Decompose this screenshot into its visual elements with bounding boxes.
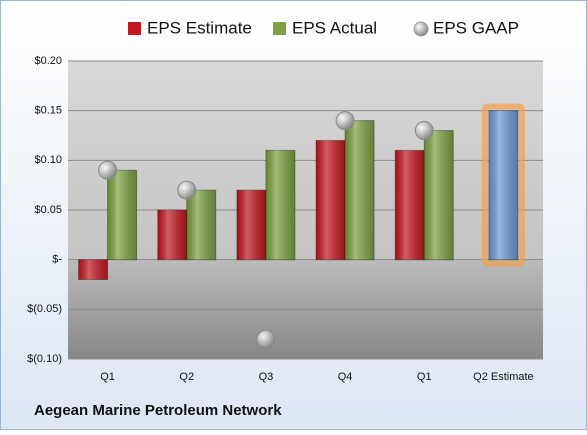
x-tick-label: Q4: [338, 371, 353, 383]
x-tick-label: Q1: [417, 371, 432, 383]
bar-shine: [186, 190, 216, 260]
y-tick-label: $(0.10): [27, 353, 62, 365]
point: [335, 111, 355, 131]
legend-marker: [413, 21, 429, 37]
y-tick-label: $0.10: [34, 154, 62, 166]
point: [256, 329, 276, 349]
bar-shine: [265, 150, 295, 260]
point: [177, 180, 197, 200]
bar-shine: [157, 210, 187, 260]
x-tick-label: Q3: [259, 371, 274, 383]
bar-shine: [236, 190, 266, 260]
legend-label: EPS Estimate: [147, 18, 252, 37]
x-tick-label: Q2 Estimate: [473, 371, 534, 383]
y-tick-label: $0.05: [34, 204, 62, 216]
bar-shine: [107, 170, 137, 260]
highlight-glow: [481, 103, 525, 267]
bar-shine: [345, 120, 375, 260]
y-tick-label: $0.20: [34, 55, 62, 67]
legend-marker: [128, 22, 141, 35]
bar-shine: [78, 259, 108, 280]
point: [98, 160, 118, 180]
x-tick-label: Q1: [100, 371, 115, 383]
y-tick-label: $0.15: [34, 105, 62, 117]
legend-label: EPS GAAP: [433, 18, 519, 37]
point: [414, 121, 434, 141]
bar-shine: [488, 110, 518, 260]
y-tick-label: $-: [52, 254, 62, 266]
legend-marker: [273, 22, 286, 35]
legend-label: EPS Actual: [292, 18, 377, 37]
bar-shine: [316, 140, 346, 260]
x-tick-label: Q2: [179, 371, 194, 383]
footer: Aegean Marine Petroleum Network: [34, 402, 282, 419]
bar-shine: [395, 150, 425, 260]
y-tick-label: $(0.05): [27, 303, 62, 315]
bar-shine: [424, 130, 454, 260]
